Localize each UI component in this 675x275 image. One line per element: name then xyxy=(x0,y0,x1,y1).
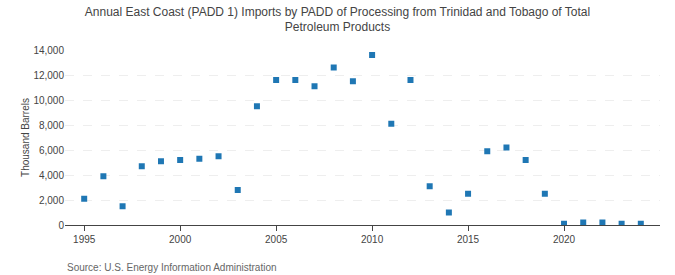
svg-text:12,000: 12,000 xyxy=(33,70,64,81)
svg-text:Thousand Barrels: Thousand Barrels xyxy=(20,98,31,177)
svg-text:10,000: 10,000 xyxy=(33,95,64,106)
svg-text:Source: U.S. Energy Informatio: Source: U.S. Energy Information Administ… xyxy=(67,262,277,273)
svg-text:14,000: 14,000 xyxy=(33,45,64,56)
svg-text:0: 0 xyxy=(58,220,64,231)
svg-text:1995: 1995 xyxy=(73,234,96,245)
svg-text:2005: 2005 xyxy=(265,234,288,245)
svg-text:6,000: 6,000 xyxy=(39,145,64,156)
svg-text:4,000: 4,000 xyxy=(39,170,64,181)
svg-text:2020: 2020 xyxy=(553,234,576,245)
svg-text:2010: 2010 xyxy=(361,234,384,245)
svg-text:2015: 2015 xyxy=(457,234,480,245)
svg-text:8,000: 8,000 xyxy=(39,120,64,131)
svg-text:2,000: 2,000 xyxy=(39,195,64,206)
svg-text:2000: 2000 xyxy=(169,234,192,245)
svg-text:Annual East Coast (PADD 1) Imp: Annual East Coast (PADD 1) Imports by PA… xyxy=(85,5,590,35)
